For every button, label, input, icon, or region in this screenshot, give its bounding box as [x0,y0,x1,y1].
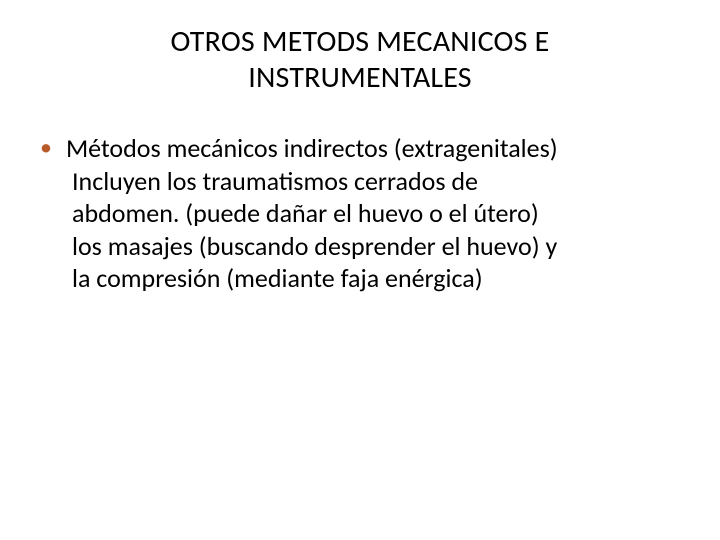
bullet-heading: Métodos mecánicos indirectos (extragenit… [66,132,558,164]
bullet-dot-icon: • [40,132,52,163]
bullet-item: • Métodos mecánicos indirectos (extragen… [36,132,684,165]
bullet-subtext: Incluyen los traumatismos cerrados de ab… [72,165,684,295]
sub-line-3: los masajes (buscando desprender el huev… [72,230,557,262]
slide: OTROS METODS MECANICOS E INSTRUMENTALES … [0,0,720,540]
slide-body: • Métodos mecánicos indirectos (extragen… [36,132,684,295]
title-line-1: OTROS METODS MECANICOS E [171,23,550,60]
sub-line-1: Incluyen los traumatismos cerrados de [72,165,478,197]
sub-line-2: abdomen. (puede dañar el huevo o el úter… [72,197,539,229]
bullet-text: Métodos mecánicos indirectos (extragenit… [66,132,684,165]
slide-title: OTROS METODS MECANICOS E INSTRUMENTALES [0,24,720,96]
title-line-2: INSTRUMENTALES [248,59,472,96]
sub-line-4: la compresión (mediante faja enérgica) [72,262,483,294]
